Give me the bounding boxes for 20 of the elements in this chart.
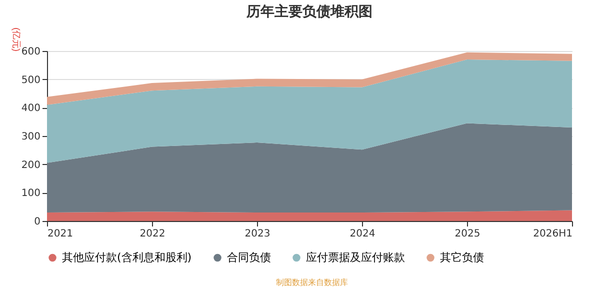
x-tick-label: 2023 [244, 228, 270, 240]
y-tick-label: 200 [21, 160, 40, 171]
legend-label: 其它负债 [440, 250, 484, 264]
legend-label: 其他应付款(含利息和股利) [62, 250, 192, 264]
legend-label: 合同负债 [227, 250, 271, 264]
x-tick-label: 2026H1 [533, 228, 572, 240]
y-tick-label: 0 [34, 216, 40, 228]
y-axis-title: (亿元) [12, 28, 22, 52]
chart-title: 历年主要负债堆积图 [246, 3, 372, 20]
y-tick-label: 300 [21, 132, 40, 142]
y-tick-label: 400 [21, 103, 40, 114]
y-tick-label: 600 [21, 46, 40, 58]
x-tick-label: 2022 [140, 228, 166, 240]
y-tick-label: 100 [21, 188, 40, 200]
text: 制图数据来自数据库 [276, 278, 348, 287]
legend-label: 应付票据及应付账款 [306, 250, 405, 264]
x-tick-label: 2024 [350, 228, 376, 240]
x-tick-label: 2021 [48, 228, 73, 240]
y-tick-label: 500 [21, 74, 40, 86]
x-tick-label: 2025 [454, 228, 480, 240]
